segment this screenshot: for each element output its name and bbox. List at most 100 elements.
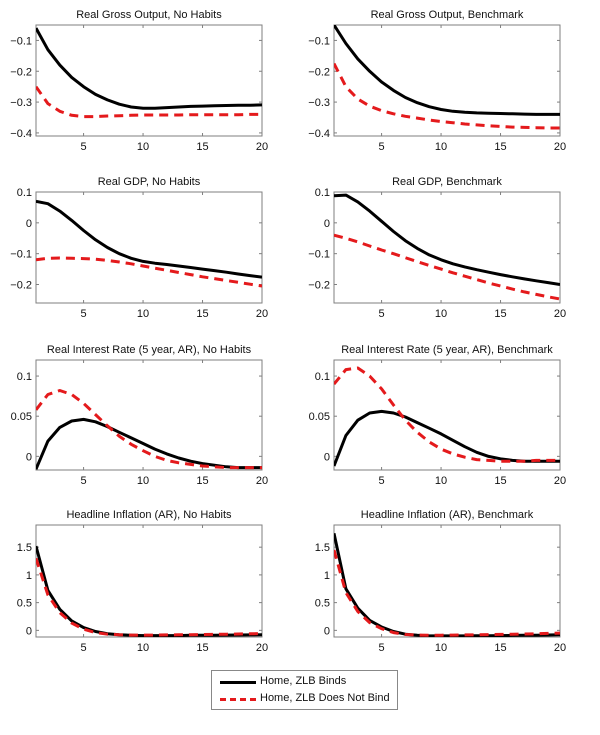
x-tick-label: 15	[494, 141, 506, 153]
series-line-zlb-not-bind	[334, 549, 560, 637]
legend-label: Home, ZLB Binds	[260, 675, 347, 687]
y-tick-label: −0.4	[308, 128, 330, 140]
x-tick-label: 20	[256, 308, 268, 320]
legend-item-zlb-binds: Home, ZLB Binds	[212, 674, 397, 690]
axes-box	[35, 359, 263, 471]
y-tick-label: 0	[324, 625, 330, 637]
x-tick-label: 20	[256, 141, 268, 153]
y-tick-label: 0	[26, 625, 32, 637]
subplot-title: Real Gross Output, Benchmark	[371, 9, 524, 21]
x-tick-label: 5	[81, 475, 87, 487]
x-tick-label: 5	[379, 475, 385, 487]
y-tick-label: −0.2	[10, 66, 32, 78]
y-tick-label: 0	[324, 451, 330, 463]
x-tick-label: 5	[379, 642, 385, 654]
series-line-zlb-not-bind	[334, 233, 560, 301]
y-tick-label: 0.1	[315, 187, 330, 199]
x-tick-label: 20	[554, 475, 566, 487]
y-tick-label: −0.4	[10, 128, 32, 140]
subplot: Real GDP, Benchmark 5 10 15 20 0.1 0 −0.1 −0.2	[308, 176, 566, 320]
y-tick-label: 1	[26, 570, 32, 582]
y-tick-label: 0	[26, 451, 32, 463]
x-tick-label: 15	[494, 475, 506, 487]
subplot-title: Real GDP, No Habits	[98, 176, 201, 188]
series-line-zlb-binds	[334, 25, 560, 116]
x-tick-label: 15	[196, 642, 208, 654]
y-tick-label: 0.1	[17, 371, 32, 383]
y-tick-label: 0.1	[17, 187, 32, 199]
x-tick-label: 20	[256, 475, 268, 487]
series-line-zlb-binds	[334, 193, 560, 286]
legend-item-zlb-not-bind: Home, ZLB Does Not Bind	[212, 691, 397, 707]
x-tick-label: 10	[435, 475, 447, 487]
axes-box	[35, 191, 263, 304]
series-line-zlb-binds	[36, 545, 262, 637]
x-tick-label: 5	[81, 141, 87, 153]
x-tick-label: 10	[435, 141, 447, 153]
subplot: Real Interest Rate (5 year, AR), Benchma…	[309, 344, 567, 487]
y-tick-label: −0.2	[308, 280, 330, 292]
series-line-zlb-not-bind	[36, 557, 262, 637]
subplot-title: Real Interest Rate (5 year, AR), Benchma…	[341, 344, 553, 356]
x-tick-label: 10	[137, 475, 149, 487]
x-tick-label: 20	[554, 642, 566, 654]
x-tick-label: 5	[81, 642, 87, 654]
series-line-zlb-not-bind	[334, 62, 560, 130]
y-tick-label: 0	[324, 218, 330, 230]
series-line-zlb-binds	[36, 27, 262, 110]
x-tick-label: 15	[494, 308, 506, 320]
x-tick-label: 15	[494, 642, 506, 654]
y-tick-label: −0.1	[308, 35, 330, 47]
subplot: Real Gross Output, No Habits 5 10 15 20 −0.1 −…	[10, 9, 268, 153]
legend-swatch-solid	[220, 681, 256, 684]
series-line-zlb-not-bind	[36, 85, 262, 119]
x-tick-label: 15	[196, 308, 208, 320]
y-tick-label: 0	[26, 218, 32, 230]
subplot-title: Real Interest Rate (5 year, AR), No Habi…	[47, 344, 252, 356]
series-line-zlb-binds	[36, 199, 262, 279]
y-tick-label: 0.5	[315, 598, 330, 610]
subplot-title: Real GDP, Benchmark	[392, 176, 502, 188]
y-tick-label: −0.1	[10, 249, 32, 261]
y-tick-label: 1.5	[17, 542, 32, 554]
y-tick-label: 1.5	[315, 542, 330, 554]
y-tick-label: 0.05	[11, 411, 32, 423]
axes-box	[333, 191, 561, 304]
y-tick-label: 0.5	[17, 598, 32, 610]
x-tick-label: 10	[137, 308, 149, 320]
subplot: Real GDP, No Habits 5 10 15 20 0.1 0 −0.1 −0.2	[10, 176, 268, 320]
legend-swatch-dashed	[220, 698, 256, 701]
axes-box	[333, 24, 561, 137]
y-tick-label: 0.05	[309, 411, 330, 423]
x-tick-label: 15	[196, 475, 208, 487]
legend-label: Home, ZLB Does Not Bind	[260, 692, 390, 704]
series-line-zlb-binds	[334, 409, 560, 467]
subplot-title: Headline Inflation (AR), No Habits	[66, 509, 232, 521]
series-line-zlb-not-bind	[36, 256, 262, 288]
y-tick-label: −0.3	[308, 97, 330, 109]
y-tick-label: −0.1	[308, 249, 330, 261]
axes-box	[333, 359, 561, 471]
series-line-zlb-binds	[36, 417, 262, 470]
axes-box	[35, 24, 263, 137]
y-tick-label: −0.2	[308, 66, 330, 78]
x-tick-label: 5	[379, 141, 385, 153]
x-tick-label: 10	[435, 308, 447, 320]
y-tick-label: 1	[324, 570, 330, 582]
x-tick-label: 20	[554, 141, 566, 153]
y-tick-label: −0.2	[10, 280, 32, 292]
y-tick-label: 0.1	[315, 371, 330, 383]
series-line-zlb-not-bind	[36, 389, 262, 470]
x-tick-label: 10	[137, 141, 149, 153]
subplot: Real Gross Output, Benchmark 5 10 15 20 −0.1 −…	[308, 9, 566, 153]
y-tick-label: −0.3	[10, 97, 32, 109]
x-tick-label: 10	[435, 642, 447, 654]
x-tick-label: 5	[379, 308, 385, 320]
subplot: Real Interest Rate (5 year, AR), No Habi…	[11, 344, 269, 487]
x-tick-label: 10	[137, 642, 149, 654]
series-line-zlb-binds	[334, 532, 560, 637]
subplot-title: Headline Inflation (AR), Benchmark	[361, 509, 534, 521]
x-tick-label: 20	[256, 642, 268, 654]
